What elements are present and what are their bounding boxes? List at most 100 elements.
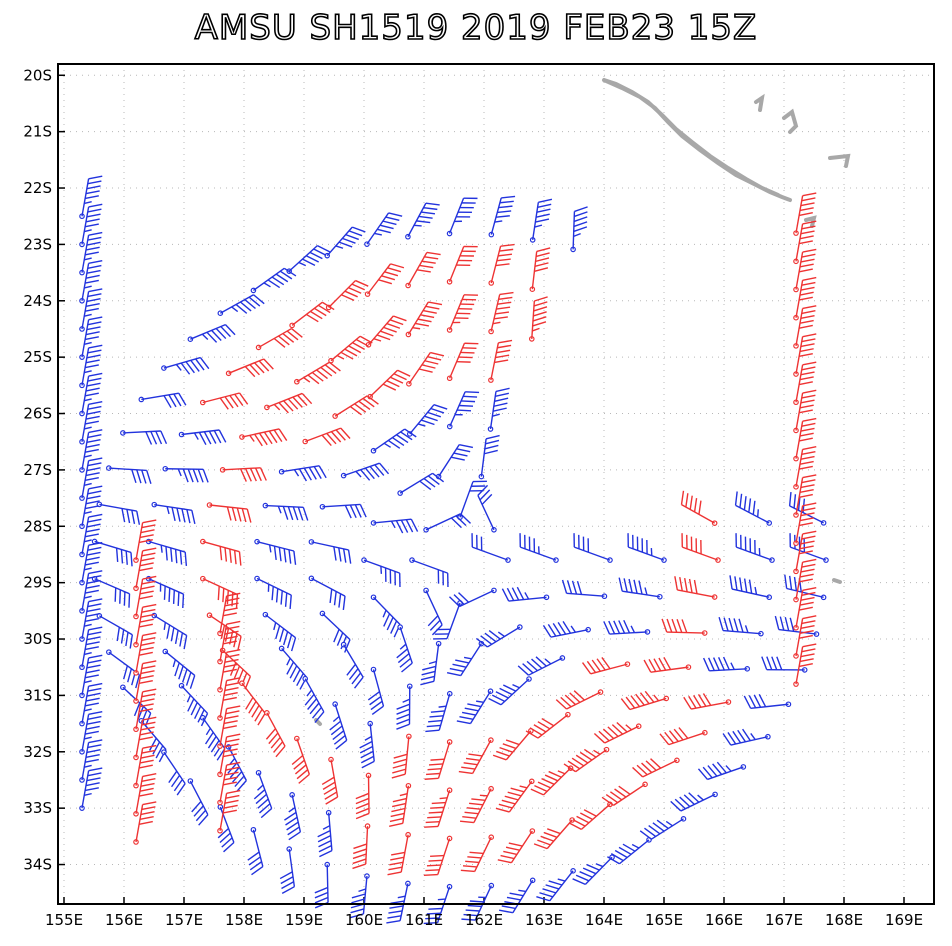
wind-barb xyxy=(145,538,188,567)
wind-barb xyxy=(661,618,708,636)
wind-barb xyxy=(294,361,341,385)
wind-barb xyxy=(217,733,241,778)
wind-barb xyxy=(79,372,103,417)
wind-barb xyxy=(386,880,411,924)
wind-barb xyxy=(793,586,817,631)
wind-barb xyxy=(120,430,168,445)
wind-barb xyxy=(697,761,747,781)
wind-barb xyxy=(420,640,442,686)
wind-barb xyxy=(488,339,513,383)
wind-barb xyxy=(254,575,292,610)
wind-barb xyxy=(456,688,494,725)
wind-barb xyxy=(352,823,371,870)
x-tick-label: 157E xyxy=(165,911,203,929)
wind-barb xyxy=(627,533,667,563)
wind-barb xyxy=(603,619,651,635)
wind-barb xyxy=(79,175,103,220)
wind-barb xyxy=(225,358,274,378)
wind-barb xyxy=(96,501,141,525)
wind-barb xyxy=(488,291,514,335)
coastline-island xyxy=(754,93,842,584)
wind-barb xyxy=(563,746,610,773)
wind-barb xyxy=(364,212,403,247)
wind-barb xyxy=(457,480,487,521)
wind-barb xyxy=(321,756,339,805)
wind-barb xyxy=(317,809,333,858)
wind-barb xyxy=(424,787,453,828)
lat-lon-grid xyxy=(58,64,934,904)
y-tick-label: 33S xyxy=(23,799,52,817)
x-tick-label: 165E xyxy=(645,911,683,929)
wind-barb xyxy=(133,575,157,620)
wind-barb xyxy=(328,335,373,364)
wind-barb xyxy=(530,765,574,796)
wind-barb xyxy=(475,624,523,648)
wind-barb xyxy=(572,854,615,886)
wind-barb xyxy=(106,465,152,484)
wind-barb xyxy=(793,305,817,349)
wind-barb xyxy=(219,467,267,482)
wind-barb xyxy=(423,587,443,636)
wind-barb xyxy=(607,837,652,865)
wind-barb xyxy=(446,245,478,285)
x-tick-label: 166E xyxy=(705,911,743,929)
wind-barb xyxy=(793,530,817,575)
wind-barb xyxy=(391,733,412,779)
wind-barb xyxy=(670,791,718,812)
wind-barb xyxy=(424,739,453,780)
wind-barb xyxy=(355,772,372,820)
wind-barb xyxy=(250,267,297,294)
wind-barb xyxy=(793,417,817,462)
wind-barb xyxy=(488,243,515,286)
wind-barb xyxy=(793,643,817,687)
wind-barb xyxy=(79,344,103,389)
y-tick-label: 29S xyxy=(23,574,52,592)
wind-barb xyxy=(501,586,550,602)
wind-barb xyxy=(406,351,445,387)
wind-barb xyxy=(217,789,241,834)
wind-barb xyxy=(497,828,536,864)
wind-barb xyxy=(555,689,604,710)
wind-barb xyxy=(133,688,157,733)
wind-barb xyxy=(340,462,390,481)
wind-barb xyxy=(405,301,443,338)
wind-barb xyxy=(79,457,103,501)
wind-barb xyxy=(217,592,241,637)
wind-barb xyxy=(729,575,773,601)
wind-barb xyxy=(423,835,453,876)
wind-barb xyxy=(133,773,157,817)
wind-barb xyxy=(162,648,196,689)
wind-barb xyxy=(314,861,331,909)
wind-barb xyxy=(495,778,535,813)
y-tick-label: 26S xyxy=(23,405,52,423)
wind-barb xyxy=(79,654,103,699)
wind-barb xyxy=(425,690,453,733)
wind-barb xyxy=(793,248,817,293)
y-tick-label: 34S xyxy=(23,856,52,874)
wind-barb xyxy=(561,579,608,600)
wind-barb xyxy=(788,491,827,526)
wind-barb xyxy=(262,502,309,521)
wind-barb xyxy=(79,203,103,248)
wind-barb xyxy=(639,816,687,840)
wind-barb xyxy=(79,739,103,783)
wind-barb xyxy=(370,594,401,638)
wind-barb xyxy=(519,533,559,563)
wind-barb xyxy=(302,675,325,724)
wind-barb xyxy=(446,342,479,382)
wind-barb xyxy=(793,220,817,265)
wind-barb xyxy=(365,315,407,348)
x-tick-label: 163E xyxy=(525,911,563,929)
wind-barb xyxy=(302,427,351,447)
wind-barb xyxy=(793,558,817,603)
latitude-labels: 20S 21S 22S 23S 24S 25S 26S 27S 28S 29S 30S 31S 32S 3… xyxy=(23,66,52,873)
wind-barb xyxy=(206,502,252,523)
coastline-land xyxy=(602,78,792,202)
y-tick-label: 27S xyxy=(23,461,52,479)
wind-barb xyxy=(793,276,817,321)
wind-barb xyxy=(581,657,631,675)
y-tick-label: 30S xyxy=(23,630,52,648)
wind-barb xyxy=(217,648,241,693)
wind-barb xyxy=(681,533,721,563)
wind-barb xyxy=(178,682,209,727)
